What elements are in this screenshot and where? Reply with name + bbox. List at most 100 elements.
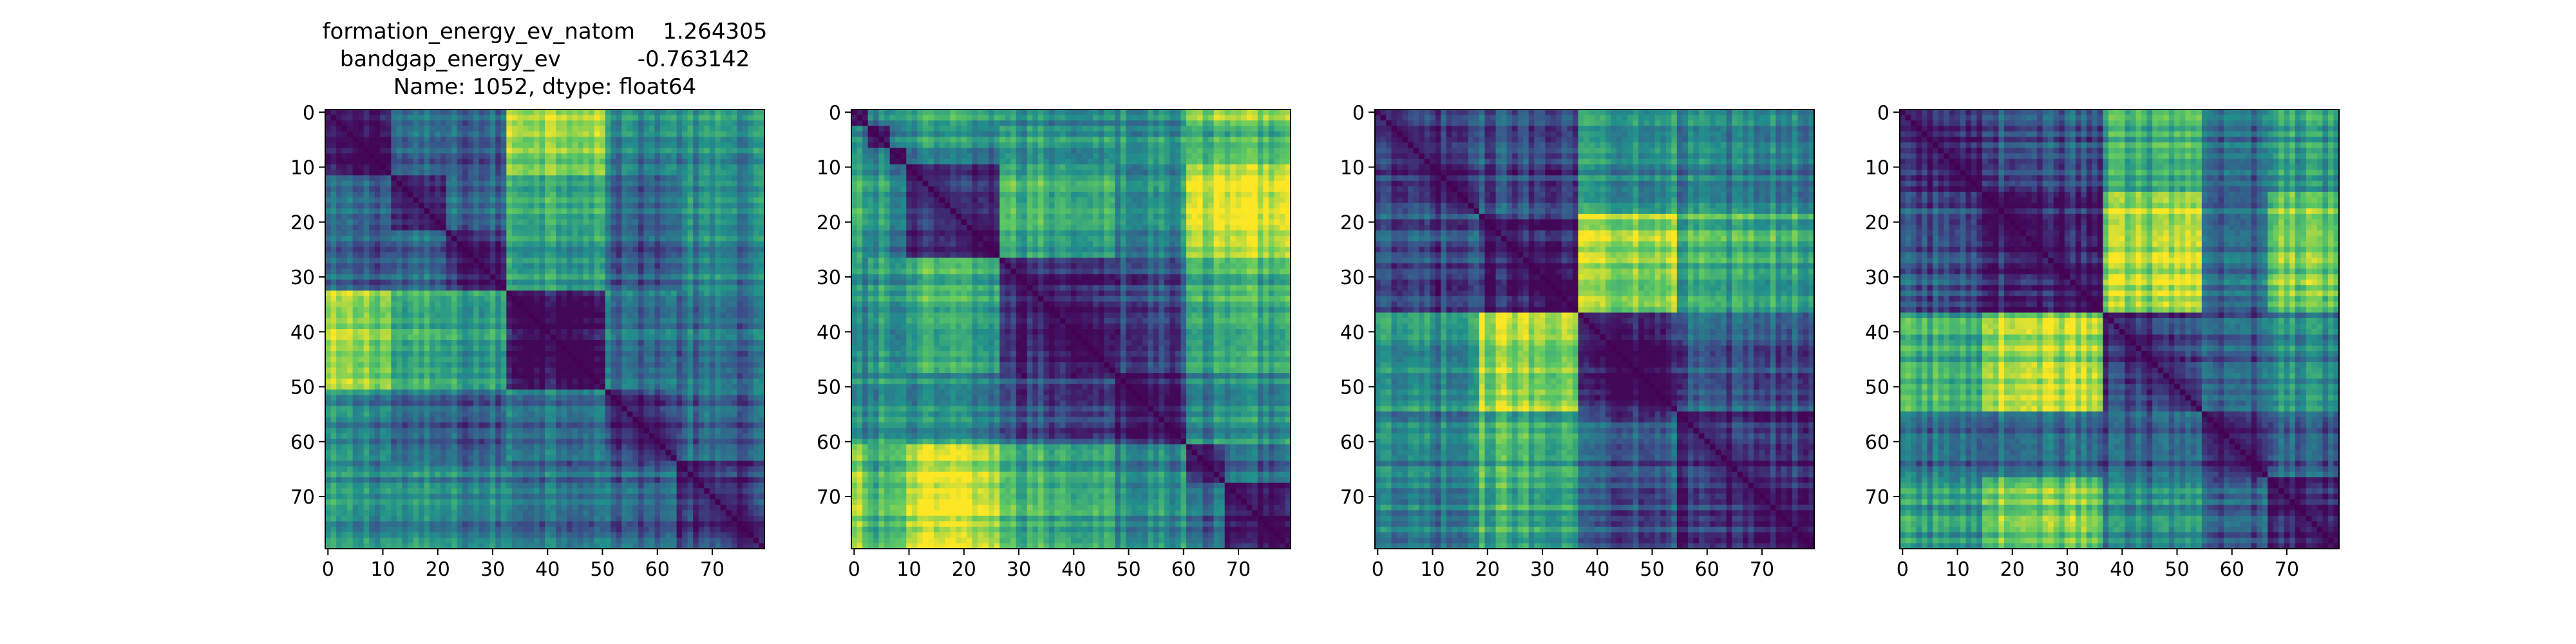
heatmap-cell: [643, 170, 649, 176]
heatmap-cell: [495, 164, 501, 170]
heatmap-cell: [517, 153, 523, 159]
heatmap-cell: [655, 175, 661, 181]
heatmap-cell: [495, 159, 501, 165]
heatmap-cell: [440, 164, 446, 170]
heatmap-cell: [336, 131, 342, 137]
heatmap-cell: [578, 164, 583, 170]
heatmap-cell: [408, 131, 413, 137]
heatmap-cell: [523, 148, 529, 154]
heatmap-cell: [501, 203, 507, 209]
heatmap-cell: [457, 175, 463, 181]
heatmap-cell: [688, 109, 694, 115]
heatmap-cell: [556, 148, 562, 154]
heatmap-cell: [490, 159, 496, 165]
heatmap-cell: [643, 203, 649, 209]
heatmap-cell: [638, 170, 644, 176]
heatmap-cell: [605, 120, 611, 126]
heatmap-cell: [451, 159, 457, 165]
heatmap-cell: [353, 170, 359, 176]
heatmap-cell: [419, 126, 424, 132]
heatmap-cell: [748, 181, 753, 187]
heatmap-cell: [446, 192, 452, 198]
heatmap-cell: [419, 109, 424, 115]
heatmap-cell: [643, 142, 649, 148]
heatmap-cell: [573, 203, 578, 209]
heatmap-cell: [621, 186, 627, 192]
heatmap-cell: [375, 203, 381, 209]
heatmap-cell: [386, 120, 392, 126]
heatmap-cell: [605, 181, 611, 187]
heatmap-cell: [523, 109, 529, 115]
heatmap-cell: [446, 142, 452, 148]
heatmap-cell: [479, 137, 485, 143]
heatmap-cell: [347, 120, 353, 126]
heatmap-cell: [353, 197, 359, 203]
heatmap-cell: [375, 192, 381, 198]
heatmap-cell: [386, 197, 392, 203]
heatmap-cell: [748, 120, 753, 126]
heatmap-cell: [660, 142, 666, 148]
heatmap-cell: [677, 142, 683, 148]
heatmap-cell: [342, 115, 348, 121]
heatmap-cell: [737, 164, 743, 170]
heatmap-cell: [621, 159, 627, 165]
heatmap-cell: [528, 175, 534, 181]
heatmap-cell: [660, 192, 666, 198]
heatmap-cell: [567, 181, 573, 187]
heatmap-cell: [342, 153, 348, 159]
heatmap-cell: [583, 192, 589, 198]
heatmap-cell: [616, 203, 622, 209]
heatmap-cell: [594, 203, 600, 209]
heatmap-cell: [462, 170, 468, 176]
heatmap-cell: [726, 142, 732, 148]
heatmap-cell: [473, 192, 479, 198]
heatmap-cell: [611, 115, 616, 121]
heatmap-cell: [353, 126, 359, 132]
heatmap-cell: [643, 197, 649, 203]
heatmap-cell: [573, 126, 578, 132]
heatmap-cell: [430, 197, 435, 203]
heatmap-cell: [468, 197, 474, 203]
heatmap-cell: [468, 120, 474, 126]
heatmap-cell: [446, 120, 452, 126]
heatmap-cell: [468, 159, 474, 165]
heatmap-cell: [336, 170, 342, 176]
heatmap-cell: [573, 137, 578, 143]
heatmap-cell: [743, 170, 748, 176]
heatmap-cell: [605, 137, 611, 143]
heatmap-cell: [627, 164, 633, 170]
heatmap-cell: [693, 142, 699, 148]
heatmap-cell: [457, 120, 463, 126]
heatmap-cell: [457, 186, 463, 192]
heatmap-cell: [567, 109, 573, 115]
heatmap-cell: [408, 126, 413, 132]
heatmap-cell: [331, 170, 337, 176]
heatmap-cell: [616, 192, 622, 198]
heatmap-cell: [671, 186, 677, 192]
heatmap-cell: [616, 148, 622, 154]
heatmap-cell: [462, 186, 468, 192]
heatmap-cell: [649, 159, 655, 165]
heatmap-cell: [386, 137, 392, 143]
heatmap-cell: [369, 131, 375, 137]
heatmap-cell: [331, 175, 337, 181]
heatmap-cell: [632, 120, 638, 126]
heatmap-cell: [643, 120, 649, 126]
heatmap-cell: [715, 120, 721, 126]
heatmap-cell: [699, 131, 705, 137]
heatmap-cell: [627, 203, 633, 209]
heatmap-cell: [638, 115, 644, 121]
heatmap-cell: [627, 142, 633, 148]
heatmap-cell: [402, 137, 408, 143]
heatmap-cell: [347, 126, 353, 132]
heatmap-cell: [336, 186, 342, 192]
heatmap-cell: [545, 197, 551, 203]
heatmap-cell: [523, 186, 529, 192]
heatmap-cell: [369, 186, 375, 192]
heatmap-cell: [753, 126, 759, 132]
heatmap-cell: [440, 175, 446, 181]
heatmap-cell: [523, 142, 529, 148]
heatmap-cell: [666, 137, 672, 143]
heatmap-cell: [419, 170, 424, 176]
heatmap-cell: [638, 142, 644, 148]
